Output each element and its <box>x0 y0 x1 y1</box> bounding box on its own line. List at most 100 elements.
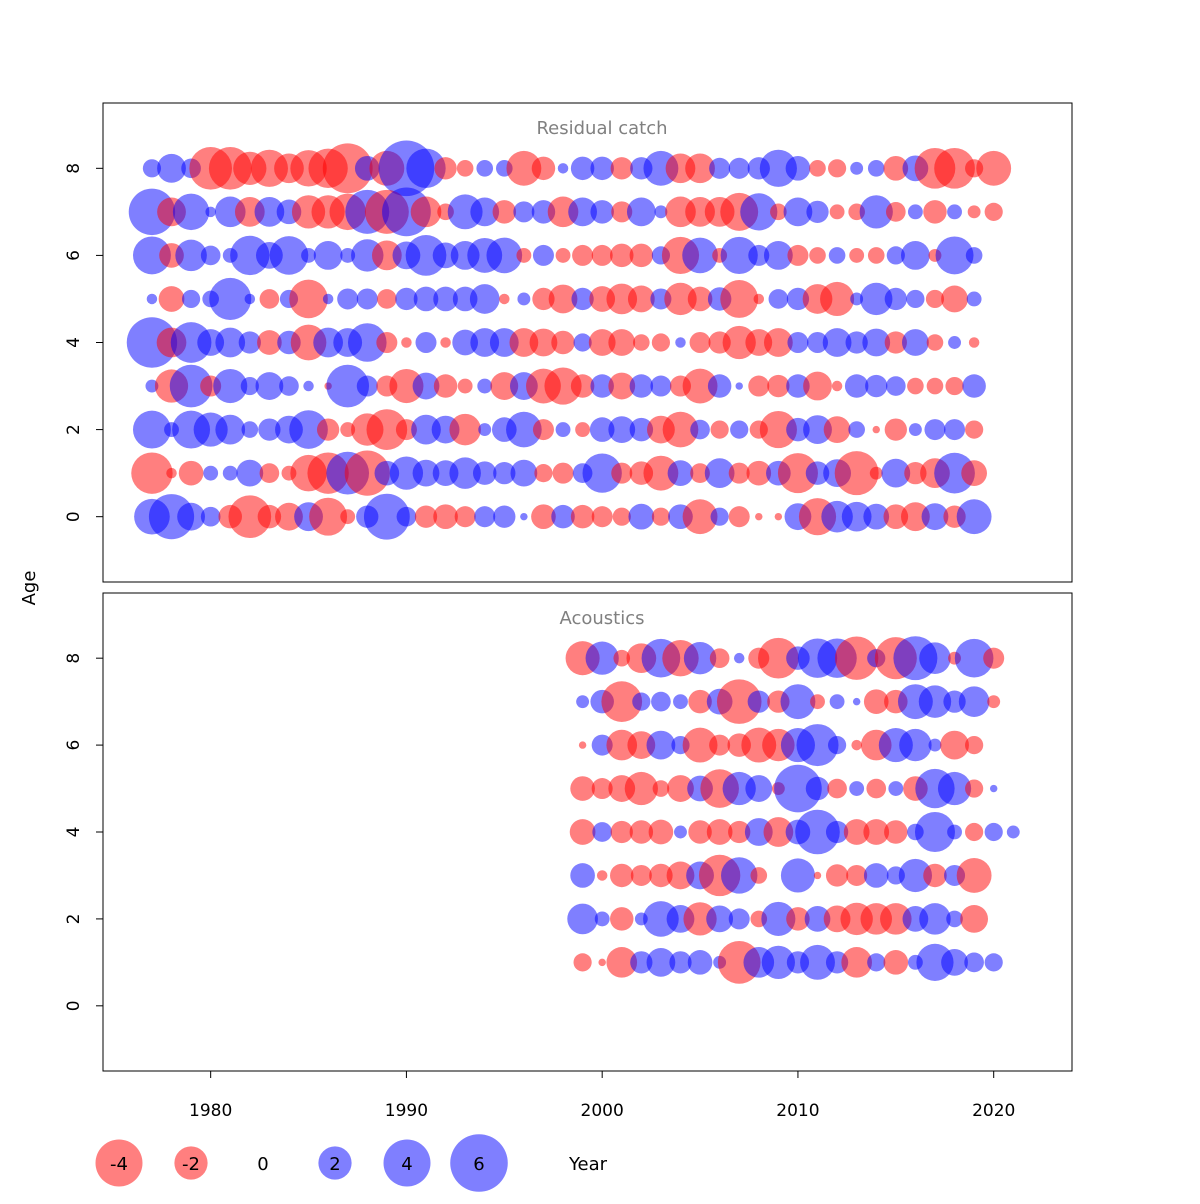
bubble <box>728 462 750 484</box>
bubble <box>275 502 303 531</box>
bubble <box>377 289 397 309</box>
bubble <box>630 864 652 886</box>
bubble <box>478 423 492 437</box>
bubble <box>941 285 968 313</box>
bubble <box>829 204 845 220</box>
bubble <box>888 781 904 796</box>
bubble <box>777 453 818 494</box>
bubble <box>412 459 440 487</box>
bubble <box>178 460 204 486</box>
bubble <box>570 374 595 398</box>
y-axis-label: Age <box>19 571 40 606</box>
bubble <box>820 281 855 316</box>
bubble <box>601 681 643 722</box>
bubble <box>529 328 558 357</box>
bubble <box>612 507 631 526</box>
bubble <box>748 375 770 397</box>
bubble <box>941 948 968 976</box>
y-tick-label: 6 <box>64 250 84 261</box>
bubble <box>433 286 458 312</box>
bubble <box>606 947 638 978</box>
bubble <box>813 871 822 880</box>
bubble <box>916 943 954 981</box>
bubble <box>598 958 606 967</box>
bubble <box>761 945 795 979</box>
bubble <box>142 159 162 178</box>
legend-label: 4 <box>401 1154 412 1175</box>
bubble <box>841 947 872 978</box>
bubble <box>834 636 879 680</box>
bubble <box>928 738 942 752</box>
y-tick-label: 8 <box>64 653 84 664</box>
bubble <box>177 502 205 531</box>
bubble <box>606 283 638 315</box>
bubble <box>914 811 955 853</box>
bubble <box>254 197 285 227</box>
bubble <box>849 781 865 796</box>
bubble <box>688 689 712 714</box>
bubble <box>823 416 851 443</box>
legend-label: 0 <box>257 1154 268 1175</box>
bubble <box>834 451 879 496</box>
bubble <box>825 864 849 887</box>
bubble <box>591 506 613 528</box>
legend-bubble <box>95 1139 143 1187</box>
y-tick-label: 2 <box>64 913 84 924</box>
bubble <box>415 331 437 354</box>
bubble <box>651 507 671 526</box>
legend-bubble <box>318 1146 352 1180</box>
bubble <box>469 284 500 314</box>
bubble <box>456 160 474 177</box>
bubble <box>918 685 952 718</box>
bubble <box>578 741 587 749</box>
bubble <box>946 910 963 928</box>
bubble <box>869 466 883 480</box>
bubble <box>531 156 556 181</box>
bubble <box>901 502 930 532</box>
bubble <box>532 419 554 441</box>
bubble <box>948 336 961 349</box>
bubble <box>410 196 442 228</box>
bubble <box>984 822 1003 842</box>
bubble <box>935 236 974 275</box>
bubble <box>924 419 946 441</box>
bubble <box>340 422 356 438</box>
bubble <box>863 689 889 714</box>
bubble <box>662 411 699 448</box>
bubble <box>667 460 694 487</box>
bubble <box>238 331 261 354</box>
bubble <box>269 236 309 275</box>
bubble <box>209 277 252 320</box>
bubble <box>570 504 595 529</box>
bubble <box>728 506 750 528</box>
bubble <box>230 235 270 276</box>
bubble <box>279 376 299 396</box>
bubble <box>709 734 731 756</box>
bubble <box>884 331 907 354</box>
bubble <box>413 286 439 312</box>
x-tick-label: 1990 <box>385 1101 428 1121</box>
bubble <box>301 247 316 263</box>
bubble <box>649 863 673 888</box>
bubble <box>476 160 494 177</box>
bubble <box>555 247 571 263</box>
bubble <box>944 419 966 441</box>
bubble <box>745 775 773 802</box>
bubble <box>675 337 686 348</box>
bubble <box>629 243 654 268</box>
bubble <box>590 156 614 181</box>
bubble <box>881 458 911 488</box>
bubble <box>608 416 636 443</box>
bubble <box>175 239 207 272</box>
bubble <box>570 156 595 181</box>
bubble <box>396 506 417 527</box>
bubble <box>827 735 847 755</box>
bubble <box>596 870 608 881</box>
bubble <box>520 512 528 521</box>
bubble <box>452 329 479 356</box>
bubble <box>651 691 671 712</box>
bubble <box>652 780 670 797</box>
bubble <box>534 464 553 483</box>
bubble <box>213 369 248 404</box>
